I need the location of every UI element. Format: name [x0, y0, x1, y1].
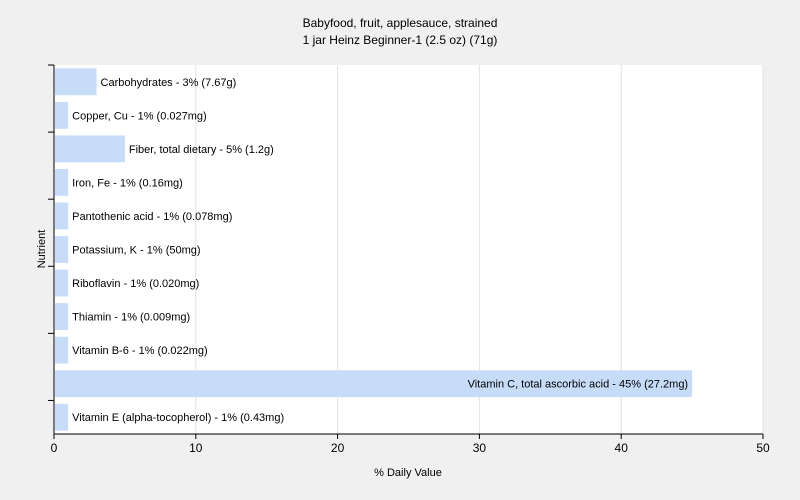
- bar-label: Vitamin C, total ascorbic acid - 45% (27…: [468, 379, 689, 391]
- x-tick-label: 40: [615, 441, 629, 455]
- bar: [55, 336, 69, 364]
- bar: [55, 135, 125, 163]
- x-tick-label: 50: [756, 441, 770, 455]
- chart-title: Babyfood, fruit, applesauce, strained: [303, 16, 498, 30]
- bar-label: Potassium, K - 1% (50mg): [72, 245, 200, 257]
- bar-label: Fiber, total dietary - 5% (1.2g): [129, 144, 274, 156]
- x-tick-label: 30: [473, 441, 487, 455]
- bar: [55, 370, 693, 398]
- bar: [55, 168, 69, 196]
- bar: [55, 303, 69, 331]
- x-axis-label: % Daily Value: [374, 467, 442, 479]
- bar: [55, 68, 97, 96]
- bar: [55, 403, 69, 431]
- x-tick-label: 20: [331, 441, 345, 455]
- bar-label: Thiamin - 1% (0.009mg): [72, 312, 190, 324]
- bars: Carbohydrates - 3% (7.67g) Copper, Cu - 1…: [55, 68, 693, 431]
- bar: [55, 101, 69, 129]
- chart-subtitle: 1 jar Heinz Beginner-1 (2.5 oz) (71g): [303, 33, 498, 47]
- axes: 0 10 20 30 40 50: [48, 64, 770, 455]
- bar-label: Vitamin B-6 - 1% (0.022mg): [72, 345, 208, 357]
- y-axis-label: Nutrient: [36, 230, 48, 269]
- bar: [55, 202, 69, 230]
- bar-label: Vitamin E (alpha-tocopherol) - 1% (0.43m…: [72, 412, 284, 424]
- bar: [55, 269, 69, 297]
- bar-label: Pantothenic acid - 1% (0.078mg): [72, 211, 232, 223]
- bar-label: Riboflavin - 1% (0.020mg): [72, 278, 199, 290]
- x-tick-label: 0: [51, 441, 58, 455]
- bar-label: Iron, Fe - 1% (0.16mg): [72, 177, 183, 189]
- bar: [55, 236, 69, 263]
- bar-label: Carbohydrates - 3% (7.67g): [101, 77, 237, 89]
- bar-label: Copper, Cu - 1% (0.027mg): [72, 110, 207, 122]
- x-tick-label: 10: [189, 441, 203, 455]
